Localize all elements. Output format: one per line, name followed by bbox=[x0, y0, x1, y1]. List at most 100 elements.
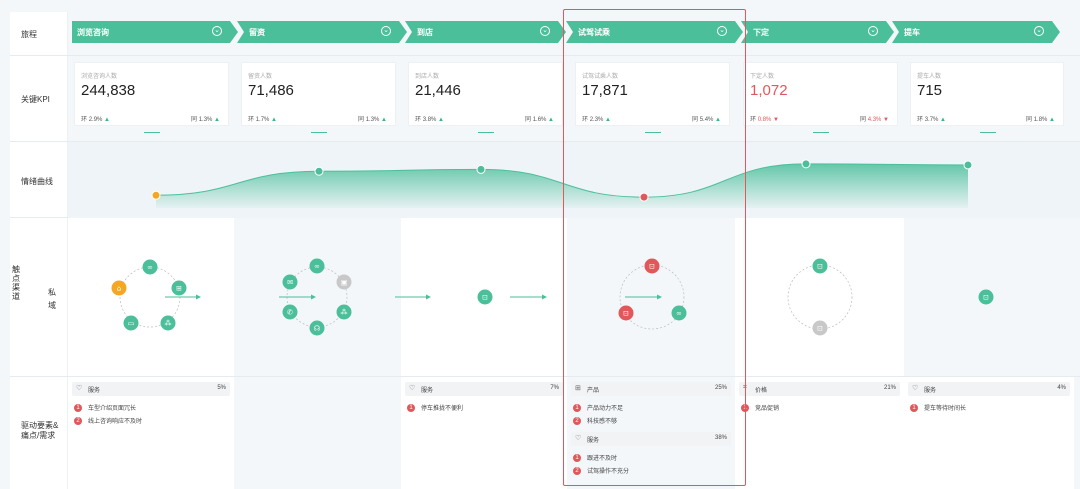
row-label-column bbox=[10, 12, 68, 489]
pain-point-text: 产品动力不足 bbox=[587, 406, 624, 412]
stage-tab-4[interactable]: 试驾试乘 ⌄ bbox=[566, 21, 743, 43]
kpi-label: 留资人数 bbox=[248, 74, 273, 80]
chevron-down-icon[interactable]: ⌄ bbox=[540, 26, 550, 36]
pain-point-text: 试驾操作不充分 bbox=[587, 469, 630, 475]
pain-point-item[interactable]: 1 车型介绍页面冗长 bbox=[74, 403, 136, 413]
driver-category-header[interactable]: ♡ 服务 5% bbox=[72, 382, 230, 396]
arrow-up-icon: ▲ bbox=[1047, 117, 1055, 123]
mom-label: 环 bbox=[582, 117, 589, 123]
driver-column: ⌗ 价格 21% 1 竞品促销 bbox=[735, 377, 904, 489]
driver-category-title: 服务 bbox=[587, 438, 600, 444]
pain-point-rank: 1 bbox=[910, 404, 918, 413]
driver-category-percent: 21% bbox=[883, 385, 896, 391]
pain-point-text: 线上咨询响应不及时 bbox=[88, 419, 143, 425]
emotion-line bbox=[155, 163, 969, 198]
kpi-card-indicator bbox=[478, 132, 494, 133]
stage-tab-6[interactable]: 提车 ⌄ bbox=[892, 21, 1060, 43]
pain-point-rank: 2 bbox=[74, 417, 82, 426]
neutral-face-icon[interactable] bbox=[151, 190, 161, 200]
chevron-down-icon[interactable]: ⌄ bbox=[212, 26, 222, 36]
pain-point-item[interactable]: 1 提车等待时间长 bbox=[910, 403, 966, 413]
pain-point-text: 科技感不够 bbox=[587, 419, 618, 425]
chevron-down-icon[interactable]: ⌄ bbox=[717, 26, 727, 36]
yoy-value: 1.8% bbox=[1033, 117, 1048, 123]
driver-category-percent: 38% bbox=[714, 435, 727, 441]
driver-category-header[interactable]: ♡ 服务 4% bbox=[908, 382, 1070, 396]
stage-tab-5[interactable]: 下定 ⌄ bbox=[741, 21, 894, 43]
pain-point-rank: 1 bbox=[573, 404, 581, 413]
mom-value: 1.7% bbox=[255, 117, 270, 123]
kpi-yoy-change: 同 1.3% ▲ bbox=[358, 114, 387, 123]
heart-icon: ♡ bbox=[76, 385, 83, 392]
kpi-card: 到店人数 21,446 环 3.8% ▲ 同 1.6% ▲ bbox=[408, 62, 563, 126]
stage-name: 留资 bbox=[249, 28, 265, 37]
pain-point-text: 跟进不及时 bbox=[587, 456, 618, 462]
pain-point-item[interactable]: 1 跟进不及时 bbox=[573, 453, 617, 463]
heart-icon: ♡ bbox=[409, 385, 416, 392]
driver-category-title: 服务 bbox=[924, 388, 937, 394]
touchpoint-column bbox=[68, 218, 234, 376]
kpi-card: 试驾试乘人数 17,871 环 2.3% ▲ 同 5.4% ▲ bbox=[575, 62, 730, 126]
driver-category-header[interactable]: ♡ 服务 7% bbox=[405, 382, 563, 396]
kpi-card-indicator bbox=[144, 132, 160, 133]
mom-label: 环 bbox=[750, 117, 757, 123]
heart-icon: ♡ bbox=[912, 385, 919, 392]
pain-point-item[interactable]: 1 竞品促销 bbox=[741, 403, 779, 413]
stage-tab-2[interactable]: 留资 ⌄ bbox=[237, 21, 407, 43]
kpi-yoy-change: 同 1.3% ▲ bbox=[191, 114, 220, 123]
driver-column bbox=[234, 377, 401, 489]
happy-face-icon[interactable] bbox=[801, 159, 811, 169]
yoy-value: 5.4% bbox=[699, 117, 714, 123]
pain-point-text: 车型介绍页面冗长 bbox=[88, 406, 137, 412]
mom-label: 环 bbox=[81, 117, 88, 123]
mom-value: 0.8% bbox=[757, 117, 772, 123]
pain-point-item[interactable]: 1 停车推拢不便利 bbox=[407, 403, 463, 413]
kpi-mom-change: 环 3.8% ▲ bbox=[415, 114, 444, 123]
row-divider bbox=[10, 376, 1080, 377]
stage-tab-3[interactable]: 到店 ⌄ bbox=[405, 21, 566, 43]
chevron-down-icon[interactable]: ⌄ bbox=[1034, 26, 1044, 36]
pain-point-item[interactable]: 2 线上咨询响应不及时 bbox=[74, 416, 142, 426]
touchpoint-column bbox=[401, 218, 567, 376]
kpi-yoy-change: 同 1.8% ▲ bbox=[1026, 114, 1055, 123]
kpi-mom-change: 环 2.9% ▲ bbox=[81, 114, 110, 123]
happy-face-icon[interactable] bbox=[314, 166, 324, 176]
kpi-card: 留资人数 71,486 环 1.7% ▲ 同 1.3% ▲ bbox=[241, 62, 396, 126]
driver-category-title: 服务 bbox=[88, 388, 101, 394]
kpi-card-indicator bbox=[645, 132, 661, 133]
yoy-value: 1.3% bbox=[365, 117, 380, 123]
pain-point-item[interactable]: 2 试驾操作不充分 bbox=[573, 466, 629, 476]
yoy-label: 同 bbox=[358, 117, 365, 123]
pain-point-item[interactable]: 1 产品动力不足 bbox=[573, 403, 623, 413]
stage-tab-1[interactable]: 浏览咨询 ⌄ bbox=[72, 21, 238, 43]
pain-point-item[interactable]: 2 科技感不够 bbox=[573, 416, 617, 426]
driver-category-header[interactable]: ⊞ 产品 25% bbox=[571, 382, 731, 396]
driver-column: ♡ 服务 5% 1 车型介绍页面冗长 2 线上咨询响应不及时 bbox=[68, 377, 234, 489]
arrow-up-icon: ▲ bbox=[102, 117, 110, 123]
chevron-down-icon[interactable]: ⌄ bbox=[868, 26, 878, 36]
kpi-value: 244,838 bbox=[81, 82, 136, 99]
sad-face-icon[interactable] bbox=[639, 192, 649, 202]
emotion-curve-panel bbox=[68, 142, 1080, 218]
kpi-label: 提车人数 bbox=[917, 74, 942, 80]
driver-column: ♡ 服务 7% 1 停车推拢不便利 bbox=[401, 377, 567, 489]
arrow-up-icon: ▲ bbox=[379, 117, 387, 123]
chevron-down-icon[interactable]: ⌄ bbox=[381, 26, 391, 36]
touchpoint-column bbox=[567, 218, 735, 376]
driver-category-header[interactable]: ♡ 服务 38% bbox=[571, 432, 731, 446]
tag-icon: ⌗ bbox=[743, 384, 747, 391]
pain-point-rank: 1 bbox=[407, 404, 415, 413]
driver-category-header[interactable]: ⌗ 价格 21% bbox=[739, 382, 900, 396]
kpi-label: 下定人数 bbox=[750, 74, 775, 80]
kpi-mom-change: 环 1.7% ▲ bbox=[248, 114, 277, 123]
driver-column: ♡ 服务 4% 1 提车等待时间长 bbox=[904, 377, 1074, 489]
yoy-label: 同 bbox=[860, 117, 867, 123]
happy-face-icon[interactable] bbox=[963, 160, 973, 170]
happy-face-icon[interactable] bbox=[476, 164, 486, 174]
kpi-value: 71,486 bbox=[248, 82, 294, 99]
yoy-label: 同 bbox=[525, 117, 532, 123]
kpi-value: 17,871 bbox=[582, 82, 628, 99]
row-label-journey: 旅程 bbox=[21, 30, 37, 39]
kpi-card: 提车人数 715 环 3.7% ▲ 同 1.8% ▲ bbox=[910, 62, 1064, 126]
row-label-emotion: 情绪曲线 bbox=[21, 177, 53, 186]
